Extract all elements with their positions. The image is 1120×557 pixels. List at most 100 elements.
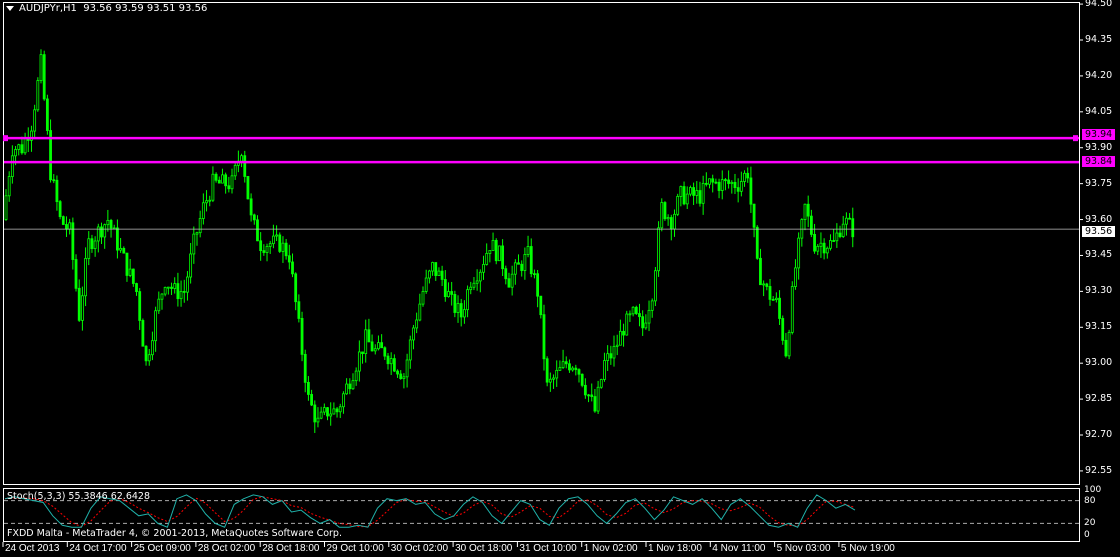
candle-body xyxy=(539,295,543,316)
candle-body xyxy=(367,329,371,343)
time-tick-label: 5 Nov 19:00 xyxy=(840,543,895,554)
candle-body xyxy=(322,407,326,413)
candle-body xyxy=(405,359,409,378)
candle-body xyxy=(418,303,422,321)
candle-body xyxy=(364,329,368,355)
price-tick-label: 92.70 xyxy=(1085,429,1113,440)
candle-body xyxy=(268,243,272,247)
candle-body xyxy=(431,262,434,272)
time-tick-label: 1 Nov 18:00 xyxy=(648,543,702,554)
candle-body xyxy=(87,238,91,259)
symbol-label: AUDJPYr,H1 xyxy=(19,3,77,14)
candle-body xyxy=(354,370,358,382)
candle-body xyxy=(526,246,530,255)
candle-body xyxy=(246,176,250,200)
level-handle xyxy=(3,135,8,142)
candle-body xyxy=(472,282,476,288)
candle-body xyxy=(357,351,361,372)
candle-body xyxy=(227,185,231,190)
candle-body xyxy=(536,273,540,297)
candle-body xyxy=(125,252,129,276)
candle-body xyxy=(415,319,419,329)
candle-body xyxy=(389,358,393,365)
candle-body xyxy=(109,219,113,229)
candle-body xyxy=(708,178,711,185)
candle-body xyxy=(644,322,648,329)
copyright-text: FXDD Malta - MetaTrader 4, © 2001-2013, … xyxy=(7,528,342,539)
time-tick-label: 1 Nov 02:00 xyxy=(583,543,638,554)
candle-body xyxy=(513,262,517,275)
candle-body xyxy=(517,262,520,265)
time-tick-label: 28 Oct 18:00 xyxy=(262,543,320,554)
dropdown-triangle-icon[interactable] xyxy=(6,5,14,11)
candle-body xyxy=(548,378,552,383)
candle-body xyxy=(768,286,772,300)
candle-body xyxy=(310,394,314,406)
candle-body xyxy=(163,286,167,295)
candle-body xyxy=(771,298,775,301)
candle-body xyxy=(612,345,616,359)
candle-body xyxy=(211,173,215,201)
candle-body xyxy=(774,297,778,300)
candle-body xyxy=(348,383,352,390)
candle-body xyxy=(558,367,562,371)
candle-body xyxy=(787,331,791,357)
candle-body xyxy=(396,370,399,375)
price-tick-label: 93.00 xyxy=(1085,357,1113,369)
candle-body xyxy=(147,354,151,362)
time-tick-label: 30 Oct 02:00 xyxy=(390,543,449,554)
candle-body xyxy=(377,342,380,350)
candle-body xyxy=(739,181,743,192)
candle-body xyxy=(618,330,622,346)
candle-body xyxy=(564,361,568,365)
candle-body xyxy=(825,247,829,254)
price-chart-panel[interactable] xyxy=(3,2,1080,485)
candle-body xyxy=(835,232,839,242)
candle-body xyxy=(803,203,807,220)
candle-body xyxy=(765,283,769,287)
candle-body xyxy=(504,268,508,280)
candle-body xyxy=(819,242,823,247)
candle-body xyxy=(243,155,247,177)
candle-body xyxy=(832,240,836,242)
candle-body xyxy=(485,253,489,265)
candle-body xyxy=(33,109,37,132)
candle-body xyxy=(84,258,87,297)
price-tick-label: 94.05 xyxy=(1085,105,1113,117)
candle-body xyxy=(654,270,657,302)
candle-body xyxy=(189,253,193,278)
candle-body xyxy=(631,306,635,315)
candle-body xyxy=(689,187,692,195)
candle-body xyxy=(583,384,587,396)
candle-body xyxy=(523,254,527,271)
time-tick-label: 25 Oct 09:00 xyxy=(133,543,191,554)
candle-body xyxy=(552,377,555,380)
candle-body xyxy=(520,263,524,271)
candle-body xyxy=(657,227,660,272)
candle-body xyxy=(176,283,180,300)
candle-body xyxy=(81,295,84,321)
candle-body xyxy=(816,245,820,252)
chart-title: AUDJPYr,H1 93.56 93.59 93.51 93.56 xyxy=(6,3,207,14)
candle-body xyxy=(361,351,364,355)
candle-body xyxy=(848,217,851,220)
candle-body xyxy=(638,313,641,318)
candle-body xyxy=(501,245,505,270)
candle-body xyxy=(466,289,469,311)
candle-body xyxy=(841,223,845,237)
candle-body xyxy=(198,218,202,234)
stochastic-panel[interactable] xyxy=(3,488,1080,542)
price-tick-label: 94.20 xyxy=(1085,69,1113,81)
candle-body xyxy=(77,287,81,321)
candle-body xyxy=(160,293,164,300)
candle-body xyxy=(469,286,473,291)
candle-body xyxy=(590,394,594,397)
candle-body xyxy=(154,310,158,342)
candle-body xyxy=(275,234,278,237)
candle-body xyxy=(806,203,810,217)
candle-body xyxy=(380,342,384,349)
candle-body xyxy=(122,247,126,254)
time-tick-label: 24 Oct 2013 xyxy=(5,543,60,554)
candle-body xyxy=(192,233,196,255)
candle-body xyxy=(90,238,94,250)
